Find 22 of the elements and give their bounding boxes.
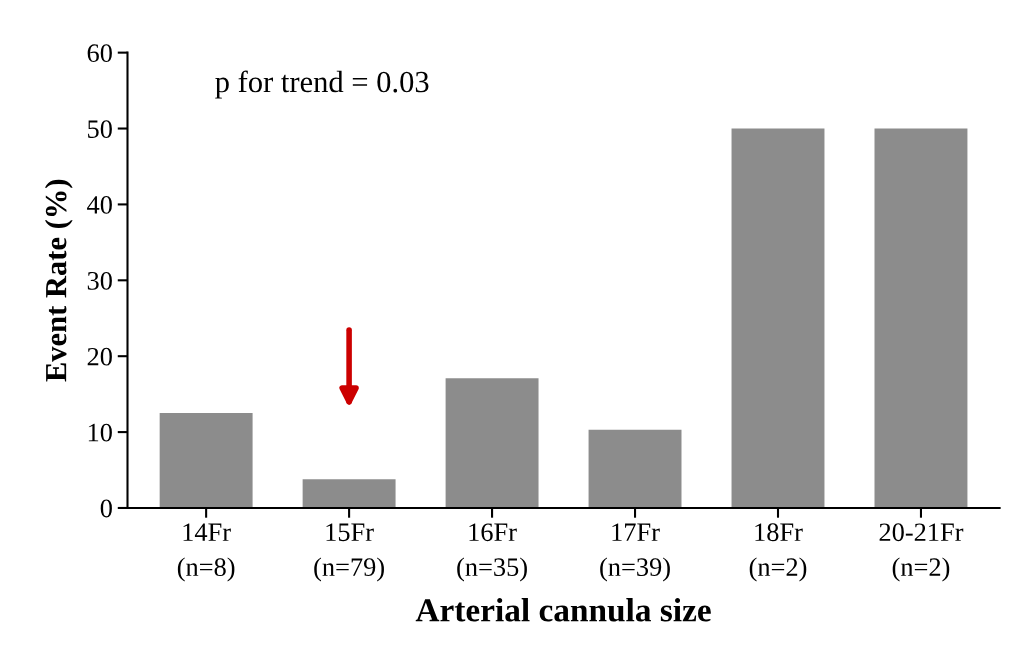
bar bbox=[874, 128, 968, 508]
y-tick-label: 0 bbox=[100, 499, 112, 518]
y-tick-label: 30 bbox=[87, 271, 112, 290]
x-tick-label: 18Fr (n=2) bbox=[749, 523, 807, 582]
bar bbox=[588, 429, 682, 508]
x-tick-label: 16Fr (n=35) bbox=[457, 523, 527, 582]
y-tick-label: 60 bbox=[87, 44, 112, 63]
y-tick-label: 10 bbox=[88, 423, 112, 442]
x-tick-label: 20-21Fr (n=2) bbox=[879, 523, 964, 582]
bar bbox=[445, 378, 539, 508]
x-tick-label: 14Fr (n=8) bbox=[177, 523, 235, 582]
y-tick-label: 50 bbox=[88, 120, 112, 138]
bar bbox=[731, 128, 825, 508]
bar bbox=[302, 479, 396, 508]
y-axis-title: Event Rate (%) bbox=[44, 179, 73, 382]
x-tick-label: 17Fr (n=39) bbox=[600, 523, 670, 582]
bar bbox=[159, 413, 253, 508]
y-tick-label: 40 bbox=[87, 196, 112, 214]
annotation: p for trend = 0.03 bbox=[215, 70, 429, 99]
x-tick-label: 15Fr (n=79) bbox=[314, 523, 384, 582]
x-axis-title: Arterial cannula size bbox=[415, 598, 711, 622]
y-tick-label: 20 bbox=[87, 347, 112, 366]
